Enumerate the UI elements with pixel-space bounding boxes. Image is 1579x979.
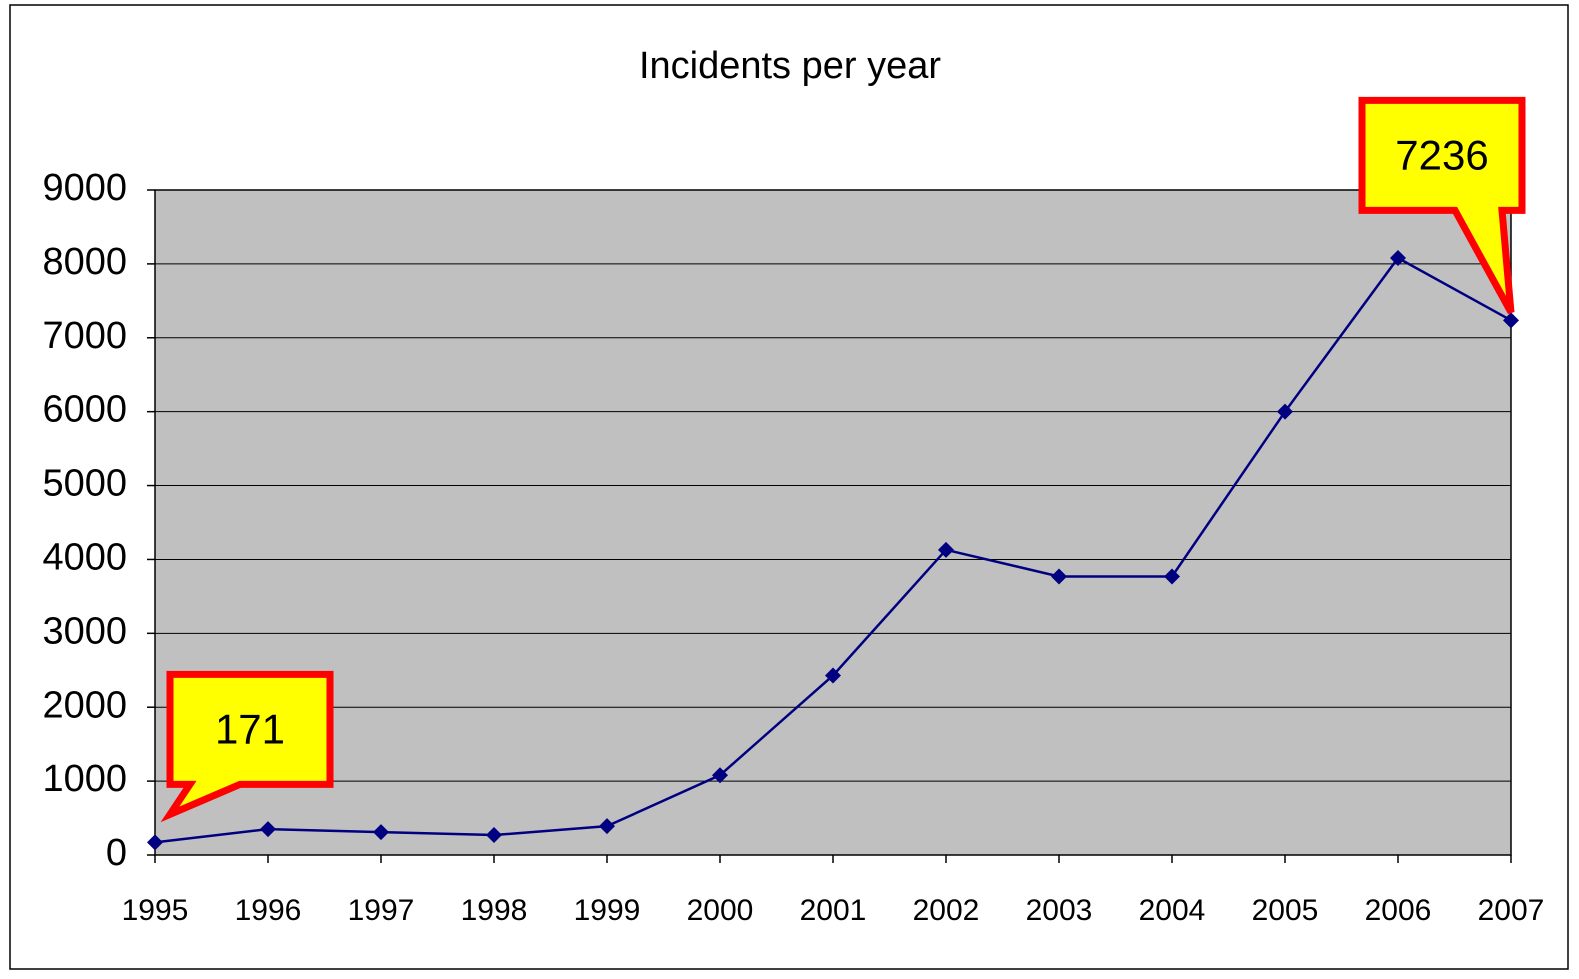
- y-tick-label: 8000: [42, 241, 127, 283]
- x-tick-label: 2005: [1252, 894, 1319, 927]
- y-tick-label: 1000: [42, 758, 127, 800]
- y-tick-label: 7000: [42, 315, 127, 357]
- x-tick-label: 2007: [1478, 894, 1545, 927]
- y-tick-label: 5000: [42, 463, 127, 505]
- marker: [373, 824, 389, 841]
- marker: [1277, 403, 1293, 420]
- x-tick-label: 1997: [348, 894, 415, 927]
- marker: [486, 827, 502, 844]
- x-tick-label: 2004: [1139, 894, 1206, 927]
- x-tick-label: 2002: [913, 894, 980, 927]
- x-tick-label: 2006: [1365, 894, 1432, 927]
- x-tick-label: 2003: [1026, 894, 1093, 927]
- marker: [1164, 568, 1180, 585]
- plot-area: [154, 189, 1512, 856]
- marker: [1503, 312, 1519, 329]
- x-tick-label: 1996: [235, 894, 302, 927]
- x-tick-label: 2000: [687, 894, 754, 927]
- y-tick-label: 0: [106, 832, 127, 874]
- x-tick-label: 1998: [461, 894, 528, 927]
- y-tick-label: 6000: [42, 389, 127, 431]
- callout: [160, 670, 334, 823]
- marker: [938, 541, 954, 558]
- marker: [599, 818, 615, 835]
- y-tick-label: 4000: [42, 536, 127, 578]
- y-tick-label: 2000: [42, 684, 127, 726]
- marker: [147, 834, 163, 851]
- callout: [1358, 96, 1526, 315]
- x-tick-label: 1999: [574, 894, 641, 927]
- marker: [260, 821, 276, 838]
- y-tick-label: 3000: [42, 610, 127, 652]
- x-tick-label: 1995: [122, 894, 189, 927]
- chart-title: Incidents per year: [639, 45, 941, 87]
- data-label: 7236: [1395, 131, 1488, 178]
- data-label: 171: [215, 705, 285, 752]
- marker: [1390, 249, 1406, 266]
- x-tick-label: 2001: [800, 894, 867, 927]
- marker: [1051, 568, 1067, 585]
- y-tick-label: 9000: [42, 167, 127, 209]
- marker: [825, 667, 841, 684]
- marker: [712, 767, 728, 784]
